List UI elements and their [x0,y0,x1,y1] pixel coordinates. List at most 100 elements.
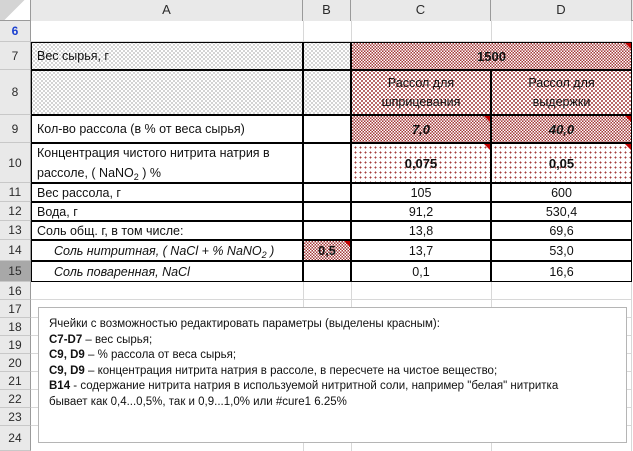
cell-c7-value: 1500 [477,48,506,64]
notes-line-5-text: бывает как 0,4...0,5%, так и 0,9...1,0% … [49,395,347,408]
notes-line-1: C7-D7 – вес сырья; [49,333,616,349]
cell-c14-value: 13,7 [408,243,434,258]
cell-c7-d7-merged[interactable]: 1500 [351,42,632,70]
row-header-12[interactable]: 12 [0,202,31,221]
cell-d12-value: 530,4 [545,204,578,219]
notes-line-4: B14 - содержание нитрита натрия в исполь… [49,379,616,395]
cell-d9[interactable]: 40,0 [491,115,632,143]
row-header-8[interactable]: 8 [0,70,31,115]
row-header-16[interactable]: 16 [0,282,31,300]
cell-d14-value: 53,0 [549,243,574,258]
column-header-d[interactable]: D [491,0,632,21]
cell-d13-value: 69,6 [549,223,574,238]
column-header-c[interactable]: C [351,0,491,21]
notes-line-3-key: C9, D9 [49,364,85,377]
cell-b14[interactable]: 0,5 [303,240,351,261]
cell-d11-value: 600 [551,185,572,200]
column-header-a[interactable]: A [31,0,303,21]
cell-a8[interactable] [31,70,303,115]
comment-marker-icon[interactable] [484,144,490,150]
row-header-15[interactable]: 15 [0,261,31,282]
comment-marker-icon[interactable] [625,116,631,122]
comment-marker-icon[interactable] [344,241,350,247]
cell-b11[interactable] [303,183,351,202]
row-header-18[interactable]: 18 [0,318,31,336]
cell-c9[interactable]: 7,0 [351,115,491,143]
cell-a10-line2: рассоле, ( NaNO2 ) % [37,165,162,182]
cell-d9-value: 40,0 [548,121,575,137]
comment-marker-icon[interactable] [625,144,631,150]
cell-a11[interactable]: Вес рассола, г [31,183,303,202]
cell-b9[interactable] [303,115,351,143]
cell-b8[interactable] [303,70,351,115]
notes-line-5: бывает как 0,4...0,5%, так и 0,9...1,0% … [49,395,616,411]
notes-panel[interactable]: Ячейки с возможностью редактировать пара… [38,307,627,443]
row-header-6[interactable]: 6 [0,21,31,42]
cell-c12[interactable]: 91,2 [351,202,491,221]
notes-line-0: Ячейки с возможностью редактировать пара… [49,317,616,333]
cell-b10[interactable] [303,143,351,183]
cell-c15-value: 0,1 [412,264,430,279]
notes-line-2-key: C9, D9 [49,349,85,361]
notes-line-3-text: – концентрация нитрита натрия в рассоле,… [84,364,498,377]
notes-line-2: C9, D9 – % рассола от веса сырья; [49,348,616,364]
cell-d8[interactable]: Рассол для выдержки [491,70,632,115]
cell-c11-value: 105 [410,185,432,200]
column-header-b[interactable]: B [303,0,351,21]
row-header-19[interactable]: 19 [0,336,31,354]
cell-c13[interactable]: 13,8 [351,221,491,240]
comment-marker-icon[interactable] [625,43,631,49]
cell-d15-value: 16,6 [549,264,574,279]
cell-a7-text: Вес сырья, г [37,49,109,63]
cell-a15[interactable]: Соль поваренная, NaCl [31,261,303,282]
cell-c8[interactable]: Рассол для шприцевания [351,70,491,115]
cell-b7[interactable] [303,42,351,70]
row-header-14[interactable]: 14 [0,240,31,261]
gridline-h-16 [31,299,632,300]
cell-c15[interactable]: 0,1 [351,261,491,282]
cell-c11[interactable]: 105 [351,183,491,202]
row-header-23[interactable]: 23 [0,408,31,426]
cell-a14[interactable]: Соль нитритная, ( NaCl + % NaNO2 ) [31,240,303,261]
row-header-21[interactable]: 21 [0,372,31,390]
row-header-13[interactable]: 13 [0,221,31,240]
cell-a7[interactable]: Вес сырья, г [31,42,303,70]
row-header-11[interactable]: 11 [0,183,31,202]
cell-a9-text: Кол-во рассола (в % от веса сырья) [37,122,245,136]
cell-d11[interactable]: 600 [491,183,632,202]
row-header-7[interactable]: 7 [0,42,31,70]
cell-b15[interactable] [303,261,351,282]
cell-c8-line1: Рассол для [387,75,455,90]
cell-a13-text: Соль общ. г, в том числе: [37,223,184,238]
row-header-9[interactable]: 9 [0,115,31,143]
cell-c8-line2: шприцевания [381,94,461,109]
cell-a12[interactable]: Вода, г [31,202,303,221]
notes-line-0-text: Ячейки с возможностью редактировать пара… [49,318,440,330]
cell-d8-line1: Рассол для [528,75,595,90]
cell-a10-line1: Концентрация чистого нитрита натрия в [37,145,270,160]
cell-d12[interactable]: 530,4 [491,202,632,221]
cell-b13[interactable] [303,221,351,240]
cell-a12-text: Вода, г [37,204,78,219]
row-header-22[interactable]: 22 [0,390,31,408]
cell-a15-text: Соль поваренная, NaCl [54,264,190,279]
comment-marker-icon[interactable] [484,116,490,122]
cell-a14-text: Соль нитритная, ( NaCl + % NaNO2 ) [54,243,275,260]
cell-c10[interactable]: 0,075 [351,143,491,183]
cell-b12[interactable] [303,202,351,221]
row-header-24[interactable]: 24 [0,426,31,451]
notes-line-4-text: - содержание нитрита натрия в используем… [70,380,559,392]
cell-d13[interactable]: 69,6 [491,221,632,240]
cell-d10[interactable]: 0,05 [491,143,632,183]
row-header-20[interactable]: 20 [0,354,31,372]
cell-c14[interactable]: 13,7 [351,240,491,261]
notes-line-4-key: B14 [49,380,71,392]
row-header-17[interactable]: 17 [0,300,31,318]
cell-a10[interactable]: Концентрация чистого нитрита натрия в ра… [31,143,303,183]
cell-a9[interactable]: Кол-во рассола (в % от веса сырья) [31,115,303,143]
select-all-corner[interactable] [0,0,31,21]
cell-a13[interactable]: Соль общ. г, в том числе: [31,221,303,240]
row-header-10[interactable]: 10 [0,143,31,183]
cell-d14[interactable]: 53,0 [491,240,632,261]
cell-d15[interactable]: 16,6 [491,261,632,282]
